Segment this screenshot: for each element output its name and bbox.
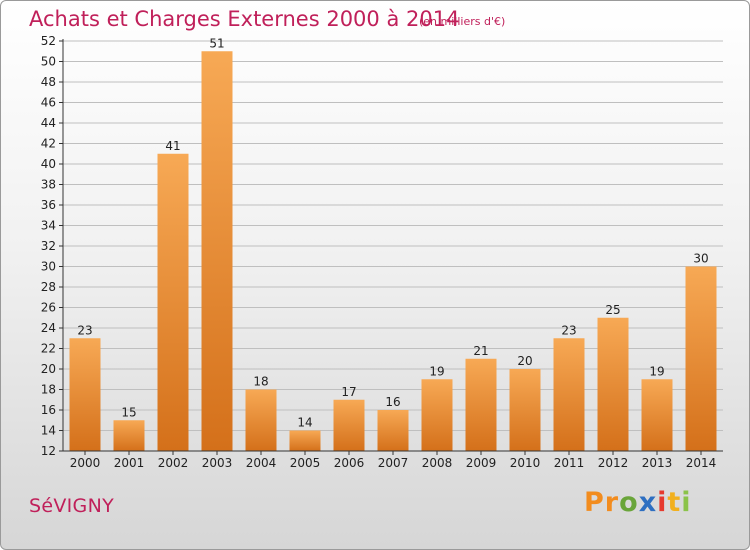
bars [69, 51, 717, 451]
x-tick-label-2004: 2004 [246, 456, 277, 470]
data-label-2000: 23 [77, 323, 92, 337]
bar-2005 [289, 430, 321, 451]
data-label-2005: 14 [297, 416, 312, 430]
logo-letter: P [584, 487, 605, 518]
x-tick-label-2011: 2011 [554, 456, 585, 470]
logo-letter: t [667, 487, 682, 518]
data-label-2013: 19 [649, 364, 664, 378]
bar-2009 [465, 358, 497, 451]
y-tick-label: 50 [41, 55, 56, 69]
y-tick-label: 48 [41, 75, 56, 89]
x-tick-label-2001: 2001 [114, 456, 145, 470]
y-tick-label: 24 [41, 321, 56, 335]
data-label-2006: 17 [341, 385, 356, 399]
data-label-2007: 16 [385, 395, 400, 409]
y-tick-label: 40 [41, 157, 56, 171]
data-label-2001: 15 [121, 405, 136, 419]
bar-2008 [421, 379, 453, 451]
logo-letter: i [681, 487, 692, 518]
data-label-2012: 25 [605, 303, 620, 317]
y-tick-label: 26 [41, 301, 56, 315]
bar-2001 [113, 420, 145, 451]
x-tick-label-2014: 2014 [686, 456, 717, 470]
data-label-2004: 18 [253, 375, 268, 389]
data-label-2002: 41 [165, 139, 180, 153]
y-tick-label: 36 [41, 198, 56, 212]
bar-2007 [377, 410, 409, 451]
data-label-2008: 19 [429, 364, 444, 378]
labels: 12 14 16 18 20 22 24 26 28 30 32 34 36 38 40 42 44 46 48 50… [41, 34, 717, 470]
y-tick-label: 44 [41, 116, 56, 130]
bar-2012 [597, 317, 629, 451]
y-tick-label: 52 [41, 34, 56, 48]
y-tick-label: 32 [41, 239, 56, 253]
data-label-2009: 21 [473, 344, 488, 358]
x-tick-label-2008: 2008 [422, 456, 453, 470]
y-tick-label: 30 [41, 260, 56, 274]
data-label-2010: 20 [517, 354, 532, 368]
logo-letter: i [657, 487, 668, 518]
bar-2003 [201, 51, 233, 451]
x-tick-label-2009: 2009 [466, 456, 497, 470]
bar-2002 [157, 153, 189, 451]
x-tick-label-2002: 2002 [158, 456, 189, 470]
y-tick-label: 42 [41, 137, 56, 151]
x-tick-label-2010: 2010 [510, 456, 541, 470]
chart-unit: (en milliers d'€) [419, 15, 506, 28]
logo-letter: o [619, 487, 639, 518]
x-tick-label-2005: 2005 [290, 456, 321, 470]
logo-letter: r [604, 487, 620, 518]
data-label-2014: 30 [693, 252, 708, 266]
data-label-2011: 23 [561, 323, 576, 337]
proxiti-logo: Proxiti [584, 487, 692, 518]
x-tick-label-2006: 2006 [334, 456, 365, 470]
y-tick-label: 28 [41, 280, 56, 294]
bar-2006 [333, 399, 365, 451]
y-tick-label: 14 [41, 424, 56, 438]
logo-letter: x [638, 487, 658, 518]
y-tick-label: 38 [41, 178, 56, 192]
bar-2010 [509, 369, 541, 451]
bar-2000 [69, 338, 101, 451]
y-tick-label: 18 [41, 383, 56, 397]
chart-title: Achats et Charges Externes 2000 à 2014 [29, 7, 460, 31]
y-tick-label: 12 [41, 444, 56, 458]
x-tick-label-2012: 2012 [598, 456, 629, 470]
y-tick-label: 46 [41, 96, 56, 110]
y-tick-label: 16 [41, 403, 56, 417]
bar-2011 [553, 338, 585, 451]
x-tick-label-2000: 2000 [70, 456, 101, 470]
bar-2004 [245, 389, 277, 451]
x-tick-label-2003: 2003 [202, 456, 233, 470]
y-tick-label: 22 [41, 342, 56, 356]
y-tick-label: 34 [41, 219, 56, 233]
commune-name: SéVIGNY [29, 495, 114, 517]
axes [59, 39, 723, 455]
bar-2013 [641, 379, 673, 451]
data-label-2003: 51 [209, 36, 224, 50]
bar-2014 [685, 266, 717, 451]
y-tick-label: 20 [41, 362, 56, 376]
x-tick-label-2007: 2007 [378, 456, 409, 470]
x-tick-label-2013: 2013 [642, 456, 673, 470]
